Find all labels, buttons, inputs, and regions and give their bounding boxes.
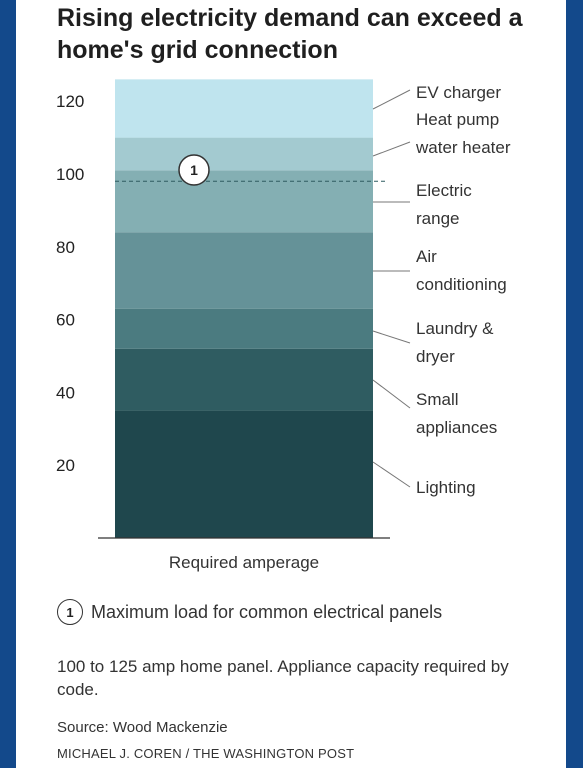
annotation-note-text: Maximum load for common electrical panel…	[91, 601, 443, 622]
leader-line	[372, 461, 411, 488]
leader-line	[372, 89, 411, 110]
series-label: Laundry &	[416, 319, 494, 338]
y-tick-label: 60	[56, 311, 75, 330]
leader-line	[372, 379, 411, 409]
bar-segment-electric-range	[115, 170, 373, 233]
bar-segment-heat-pump-water-heater	[115, 137, 373, 171]
bar-segment-ev-charger	[115, 79, 373, 138]
source-line: Source: Wood Mackenzie	[57, 719, 228, 736]
bar-segment-lighting	[115, 410, 373, 538]
series-label: EV charger	[416, 83, 501, 102]
series-label: Electric	[416, 181, 472, 200]
annotation-description: 100 to 125 amp home panel. Appliance cap…	[57, 657, 509, 699]
annotation-marker-badge: 1	[57, 599, 83, 625]
y-tick-label: 40	[56, 383, 75, 402]
chart-title: Rising electricity demand can exceed a h…	[57, 4, 523, 64]
chart-card: Rising electricity demand can exceed a h…	[16, 0, 566, 768]
y-tick-label: 120	[56, 92, 84, 111]
x-axis-label: Required amperage	[169, 553, 319, 572]
annotation-note: 1 Maximum load for common electrical pan…	[57, 599, 442, 625]
stacked-bar-chart: 20 40 60 80 100 120 1 Lighting Small appliances La…	[56, 79, 511, 572]
bar-segment-small-appliances	[115, 348, 373, 411]
series-label: range	[416, 209, 459, 228]
series-label: conditioning	[416, 275, 507, 294]
leader-line	[372, 141, 411, 157]
series-label: Small	[416, 390, 459, 409]
series-label: Air	[416, 247, 437, 266]
y-tick-label: 20	[56, 456, 75, 475]
bar-segment-air-conditioning	[115, 232, 373, 309]
series-label: dryer	[416, 347, 455, 366]
annotation-marker-number: 1	[190, 162, 198, 178]
bar-segment-laundry-dryer	[115, 308, 373, 349]
series-label: Heat pump	[416, 110, 499, 129]
series-label: water heater	[415, 138, 511, 157]
credit-line: MICHAEL J. COREN / THE WASHINGTON POST	[57, 746, 355, 761]
annotation-marker-circle	[178, 154, 210, 186]
series-label: appliances	[416, 418, 497, 437]
y-tick-label: 100	[56, 165, 84, 184]
y-tick-label: 80	[56, 238, 75, 257]
series-label: Lighting	[416, 478, 476, 497]
leader-line	[372, 330, 411, 344]
